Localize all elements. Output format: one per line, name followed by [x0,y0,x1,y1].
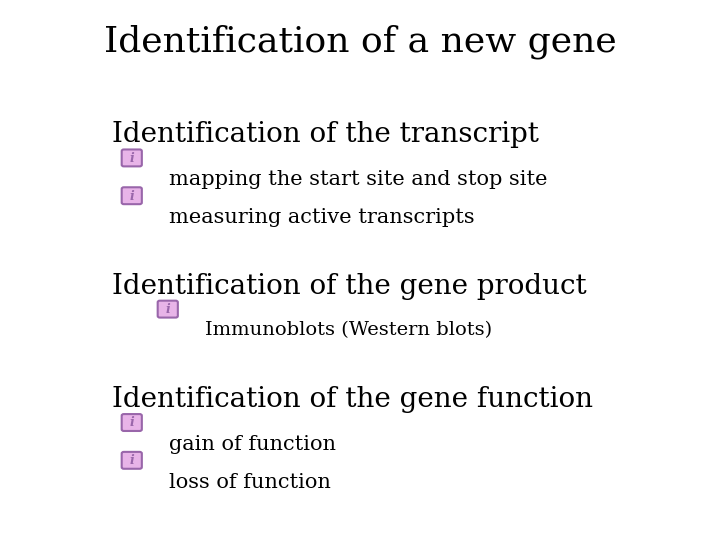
Text: Identification of the gene product: Identification of the gene product [112,273,586,300]
Text: i: i [130,454,134,467]
FancyBboxPatch shape [158,301,178,318]
Text: Immunoblots (Western blots): Immunoblots (Western blots) [205,321,492,339]
Text: i: i [130,190,134,202]
FancyBboxPatch shape [122,187,142,204]
Text: i: i [130,152,134,165]
FancyBboxPatch shape [122,414,142,431]
Text: i: i [130,416,134,429]
Text: Identification of the gene function: Identification of the gene function [112,386,593,413]
Text: i: i [166,303,170,316]
Text: measuring active transcripts: measuring active transcripts [169,208,474,227]
FancyBboxPatch shape [122,452,142,469]
FancyBboxPatch shape [122,150,142,166]
Text: Identification of the transcript: Identification of the transcript [112,122,539,148]
Text: Identification of a new gene: Identification of a new gene [104,24,616,59]
Text: gain of function: gain of function [169,435,336,454]
Text: loss of function: loss of function [169,472,331,491]
Text: mapping the start site and stop site: mapping the start site and stop site [169,170,548,189]
